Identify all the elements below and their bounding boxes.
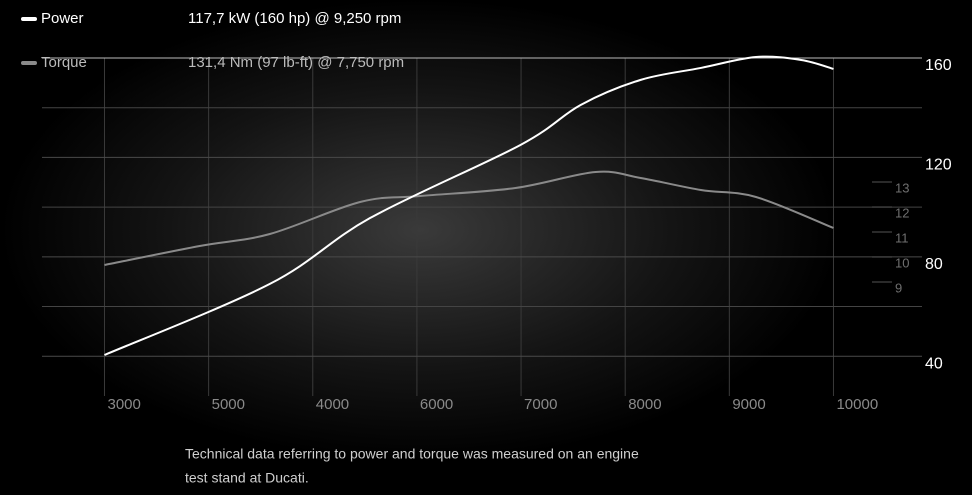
legend-label: Power [41,10,84,27]
series-line [104,170,834,266]
legend-summary: 117,7 kW (160 hp) @ 9,250 rpm [188,10,401,27]
x-tick-label: 4000 [316,396,349,413]
y2-tick-label: 9 [895,280,902,295]
x-tick-label: 6000 [420,396,453,413]
legend-swatch [21,61,37,65]
y2-tick-label: 11 [895,230,909,245]
y-tick-label: 120 [925,157,952,174]
series-line [104,55,834,356]
x-tick-label: 3000 [107,396,140,413]
note: Technical data referring to power and to… [185,446,639,462]
x-tick-label: 9000 [732,396,765,413]
x-tick-label: 5000 [212,396,245,413]
x-tick-label: 7000 [524,396,557,413]
y-tick-label: 160 [925,57,952,74]
y2-tick-label: 10 [895,255,909,270]
x-tick-label: 10000 [836,396,878,413]
note: test stand at Ducati. [185,470,309,486]
y2-tick-label: 13 [895,180,909,195]
legend-summary: 131,4 Nm (97 lb-ft) @ 7,750 rpm [188,54,404,71]
y-tick-label: 40 [925,355,943,372]
x-tick-label: 8000 [628,396,661,413]
legend-label: Torque [41,54,87,71]
y-tick-label: 80 [925,256,943,273]
legend-swatch [21,17,37,21]
y2-tick-label: 12 [895,205,909,220]
